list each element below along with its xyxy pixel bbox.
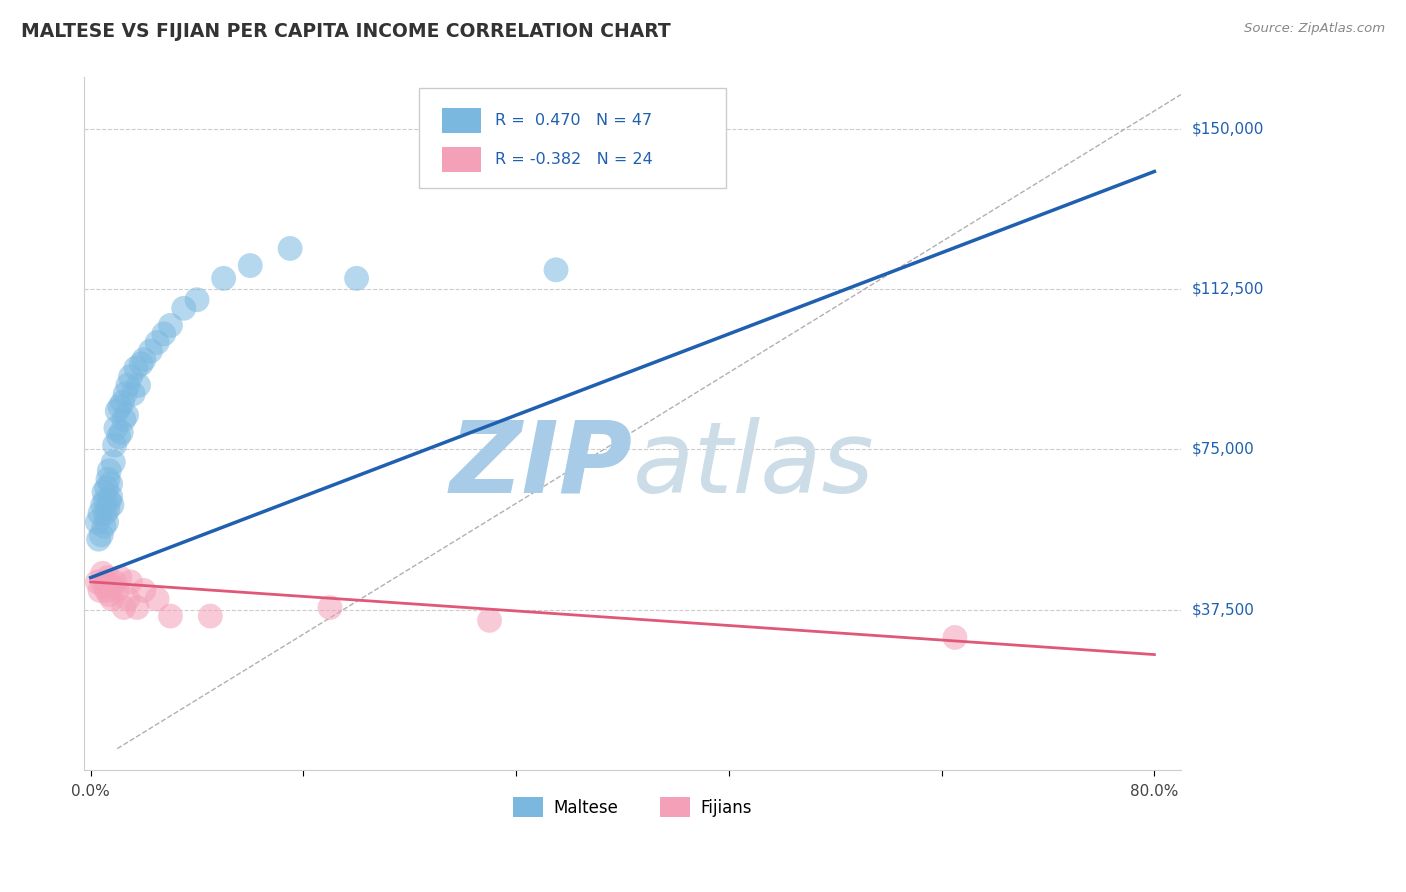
Point xyxy=(94,574,117,589)
Point xyxy=(97,571,120,585)
Text: MALTESE VS FIJIAN PER CAPITA INCOME CORRELATION CHART: MALTESE VS FIJIAN PER CAPITA INCOME CORR… xyxy=(21,22,671,41)
Point xyxy=(122,386,145,401)
Point xyxy=(115,408,138,422)
Point xyxy=(117,592,139,607)
Point xyxy=(91,498,114,512)
Point xyxy=(108,400,131,414)
Point xyxy=(98,588,121,602)
Point xyxy=(100,579,122,593)
FancyBboxPatch shape xyxy=(441,108,481,133)
Text: $75,000: $75,000 xyxy=(1192,442,1254,457)
Point xyxy=(91,566,114,581)
Point xyxy=(101,592,124,607)
Point xyxy=(146,335,169,350)
Text: R =  0.470   N = 47: R = 0.470 N = 47 xyxy=(495,113,652,128)
Point xyxy=(87,532,110,546)
Point xyxy=(943,631,966,645)
Point xyxy=(152,326,174,341)
Point xyxy=(86,574,108,589)
Point xyxy=(93,579,115,593)
Point xyxy=(159,318,181,333)
Point xyxy=(94,507,117,521)
Point xyxy=(186,293,208,307)
Point xyxy=(125,361,148,376)
Point xyxy=(200,609,222,624)
Point xyxy=(86,515,108,529)
Text: atlas: atlas xyxy=(633,417,875,514)
Point xyxy=(89,583,111,598)
Point xyxy=(89,507,111,521)
Point xyxy=(93,485,115,500)
Text: R = -0.382   N = 24: R = -0.382 N = 24 xyxy=(495,152,654,167)
Point xyxy=(129,357,152,371)
FancyBboxPatch shape xyxy=(441,146,481,171)
Point xyxy=(478,613,501,627)
Legend: Maltese, Fijians: Maltese, Fijians xyxy=(506,790,758,824)
Text: ZIP: ZIP xyxy=(450,417,633,514)
Point xyxy=(120,369,142,384)
Point xyxy=(104,421,127,435)
Text: $37,500: $37,500 xyxy=(1192,602,1256,617)
Point xyxy=(239,259,262,273)
Point xyxy=(112,600,135,615)
Point xyxy=(93,519,115,533)
Point xyxy=(139,344,162,359)
Point xyxy=(90,528,112,542)
Point xyxy=(159,609,181,624)
Text: Source: ZipAtlas.com: Source: ZipAtlas.com xyxy=(1244,22,1385,36)
Point xyxy=(319,600,342,615)
Text: $112,500: $112,500 xyxy=(1192,282,1264,296)
Point xyxy=(110,425,132,440)
Point xyxy=(100,476,122,491)
Point xyxy=(146,592,169,607)
Point xyxy=(278,242,301,256)
Point xyxy=(96,583,118,598)
Point xyxy=(120,574,142,589)
Point xyxy=(544,262,567,277)
Point xyxy=(94,493,117,508)
Point xyxy=(173,301,195,316)
Point xyxy=(97,502,120,516)
Point xyxy=(107,429,129,443)
Point xyxy=(114,386,136,401)
FancyBboxPatch shape xyxy=(419,87,725,188)
Point xyxy=(104,574,127,589)
Point xyxy=(111,395,134,409)
Point xyxy=(96,481,118,495)
Point xyxy=(96,515,118,529)
Point xyxy=(108,571,131,585)
Point xyxy=(132,583,155,598)
Point xyxy=(104,438,127,452)
Point xyxy=(117,378,139,392)
Point xyxy=(132,352,155,367)
Text: $150,000: $150,000 xyxy=(1192,121,1264,136)
Point xyxy=(128,378,150,392)
Point xyxy=(346,271,368,285)
Point xyxy=(98,464,121,478)
Point xyxy=(103,455,125,469)
Point xyxy=(105,404,128,418)
Point xyxy=(98,493,121,508)
Point xyxy=(212,271,235,285)
Point xyxy=(127,600,149,615)
Point xyxy=(105,583,128,598)
Point xyxy=(112,412,135,426)
Point xyxy=(97,472,120,486)
Point xyxy=(100,489,122,503)
Point xyxy=(101,498,124,512)
